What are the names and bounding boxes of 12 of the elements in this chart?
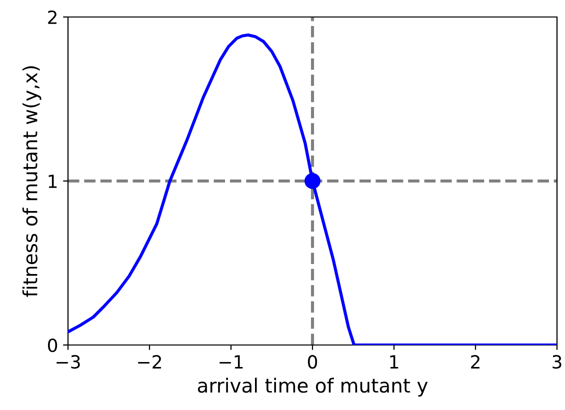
x-tick-label: 0 — [308, 355, 318, 369]
y-tick-label: 1 — [48, 174, 57, 188]
x-tick-label: −1 — [220, 355, 243, 368]
x-axis-title: arrival time of mutant y — [198, 378, 428, 397]
x-tick-label: −2 — [138, 355, 161, 368]
x-tick-label: 3 — [552, 355, 562, 369]
y-tick-label: 2 — [48, 10, 56, 24]
y-axis-title: fitness of mutant w(y,x) — [22, 66, 42, 297]
y-tick-label: 0 — [48, 338, 58, 352]
x-tick-label: 2 — [471, 355, 480, 368]
x-tick-label: 1 — [390, 355, 398, 368]
x-tick-label: −3 — [56, 355, 80, 369]
